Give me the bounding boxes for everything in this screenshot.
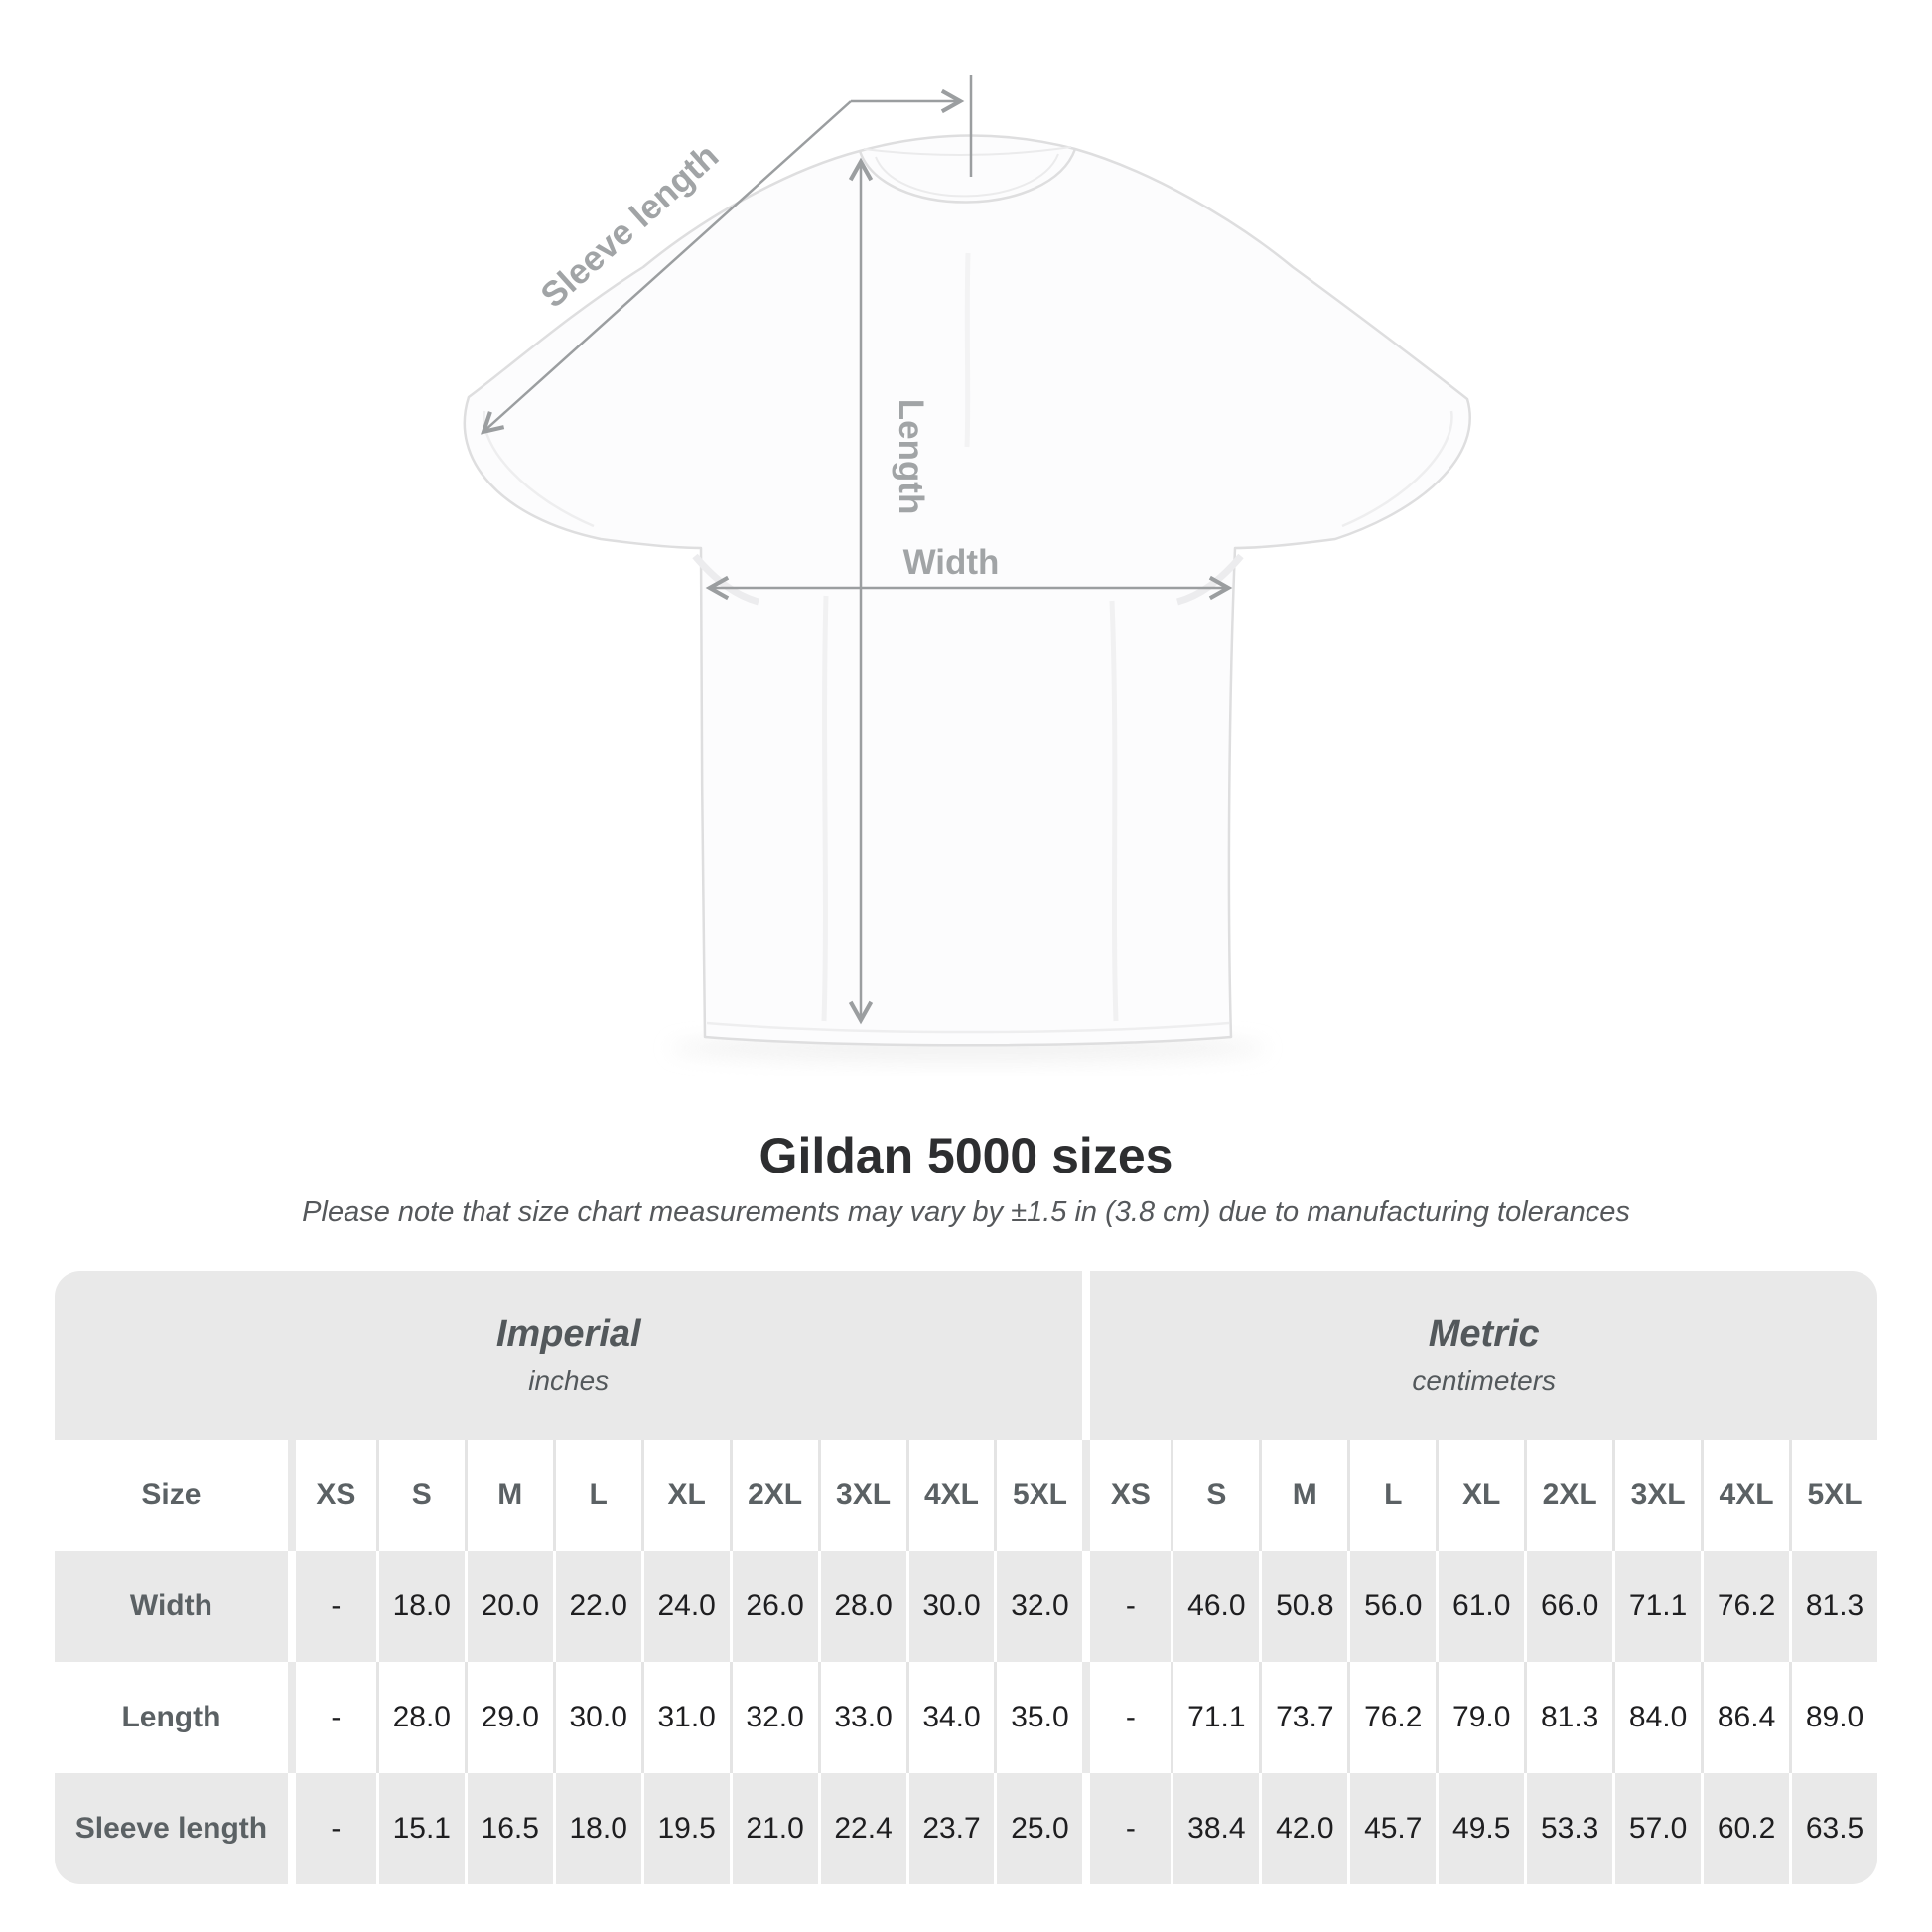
value-cell-metric: 84.0 <box>1612 1662 1702 1773</box>
value-cell-metric: - <box>1082 1773 1172 1884</box>
value-cell-metric: 45.7 <box>1347 1773 1437 1884</box>
value-cell-metric: 76.2 <box>1347 1662 1437 1773</box>
tshirt-measurement-figure: Sleeve length Length Width <box>463 75 1471 1062</box>
unit-band-metric: Metric centimeters <box>1082 1271 1877 1440</box>
size-header-imperial-l: L <box>552 1440 641 1551</box>
value-cell-metric: - <box>1082 1551 1172 1662</box>
value-cell-imperial: 31.0 <box>640 1662 730 1773</box>
size-header-imperial-xs: XS <box>287 1440 376 1551</box>
value-cell-imperial: - <box>287 1551 376 1662</box>
collar-back-seam <box>863 146 1072 157</box>
value-cell-metric: 57.0 <box>1612 1773 1702 1884</box>
value-cell-imperial: 35.0 <box>994 1662 1083 1773</box>
value-cell-imperial: 18.0 <box>375 1551 465 1662</box>
unit-band-imperial: Imperial inches <box>55 1271 1083 1440</box>
unit-group-units: inches <box>528 1365 610 1396</box>
value-cell-imperial: 24.0 <box>640 1551 730 1662</box>
bottom-hem-stitch <box>706 1021 1230 1034</box>
value-cell-metric: 81.3 <box>1789 1551 1877 1662</box>
size-header-metric-5xl: 5XL <box>1789 1440 1877 1551</box>
value-cell-imperial: 18.0 <box>552 1773 641 1884</box>
tolerance-note: Please note that size chart measurements… <box>302 1196 1630 1228</box>
value-cell-imperial: 28.0 <box>375 1662 465 1773</box>
size-header-metric-xs: XS <box>1082 1440 1172 1551</box>
page-title: Gildan 5000 sizes <box>759 1128 1173 1183</box>
value-cell-metric: 56.0 <box>1347 1551 1437 1662</box>
size-header-metric-m: M <box>1259 1440 1348 1551</box>
value-cell-metric: 63.5 <box>1789 1773 1877 1884</box>
size-header-metric-xl: XL <box>1436 1440 1525 1551</box>
tshirt-diagram: Sleeve length Length Width <box>463 75 1471 1062</box>
value-cell-metric: 50.8 <box>1259 1551 1348 1662</box>
unit-group-name: Metric <box>1428 1313 1540 1355</box>
size-table: Imperial inches Metric centimeters Size XS S M L… <box>55 1271 1877 1884</box>
value-cell-metric: 71.1 <box>1612 1551 1702 1662</box>
value-cell-imperial: 33.0 <box>817 1662 906 1773</box>
value-cell-metric: 81.3 <box>1524 1662 1613 1773</box>
size-table-container: Imperial inches Metric centimeters Size XS S M L… <box>55 1271 1877 1884</box>
fabric-fold <box>821 595 829 1022</box>
sleeve-length-diagonal-line <box>481 100 852 435</box>
size-header-imperial-5xl: 5XL <box>994 1440 1083 1551</box>
row-label: Width <box>55 1551 288 1662</box>
value-cell-imperial: 29.0 <box>464 1662 553 1773</box>
fabric-fold <box>1109 600 1119 1022</box>
value-cell-imperial: 26.0 <box>729 1551 818 1662</box>
size-header-imperial-3xl: 3XL <box>817 1440 906 1551</box>
value-cell-imperial: 32.0 <box>729 1662 818 1773</box>
unit-group-name: Imperial <box>495 1313 641 1355</box>
value-cell-metric: 89.0 <box>1789 1662 1877 1773</box>
collar-neckline <box>858 148 1077 204</box>
value-cell-imperial: 19.5 <box>640 1773 730 1884</box>
width-label: Width <box>903 543 1000 582</box>
value-cell-metric: 42.0 <box>1259 1773 1348 1884</box>
value-cell-imperial: 20.0 <box>464 1551 553 1662</box>
value-cell-imperial: 16.5 <box>464 1773 553 1884</box>
value-cell-metric: - <box>1082 1662 1172 1773</box>
value-cell-metric: 38.4 <box>1171 1773 1260 1884</box>
value-cell-imperial: 22.4 <box>817 1773 906 1884</box>
size-header-imperial-2xl: 2XL <box>729 1440 818 1551</box>
size-header-metric-2xl: 2XL <box>1524 1440 1613 1551</box>
size-header-imperial-s: S <box>375 1440 465 1551</box>
value-cell-metric: 53.3 <box>1524 1773 1613 1884</box>
value-cell-imperial: 15.1 <box>375 1773 465 1884</box>
value-cell-imperial: 22.0 <box>552 1551 641 1662</box>
collar-rib-stitch <box>875 153 1059 198</box>
value-cell-metric: 46.0 <box>1171 1551 1260 1662</box>
size-header-metric-3xl: 3XL <box>1612 1440 1702 1551</box>
value-cell-imperial: 25.0 <box>994 1773 1083 1884</box>
value-cell-metric: 60.2 <box>1701 1773 1790 1884</box>
value-cell-imperial: 34.0 <box>905 1662 995 1773</box>
size-header-metric-4xl: 4XL <box>1701 1440 1790 1551</box>
value-cell-metric: 86.4 <box>1701 1662 1790 1773</box>
value-cell-metric: 76.2 <box>1701 1551 1790 1662</box>
value-cell-metric: 79.0 <box>1436 1662 1525 1773</box>
value-cell-metric: 49.5 <box>1436 1773 1525 1884</box>
right-sleeve-hem <box>1341 410 1453 528</box>
value-cell-metric: 71.1 <box>1171 1662 1260 1773</box>
size-header-imperial-m: M <box>464 1440 553 1551</box>
value-cell-imperial: - <box>287 1662 376 1773</box>
value-cell-imperial: 23.7 <box>905 1773 995 1884</box>
length-label: Length <box>892 399 930 515</box>
value-cell-imperial: 30.0 <box>905 1551 995 1662</box>
size-header-metric-s: S <box>1171 1440 1260 1551</box>
fabric-fold <box>964 252 971 448</box>
value-cell-imperial: 32.0 <box>994 1551 1083 1662</box>
value-cell-metric: 66.0 <box>1524 1551 1613 1662</box>
value-cell-imperial: - <box>287 1773 376 1884</box>
value-cell-imperial: 28.0 <box>817 1551 906 1662</box>
value-cell-metric: 73.7 <box>1259 1662 1348 1773</box>
size-header-imperial-xl: XL <box>640 1440 730 1551</box>
size-column-header: Size <box>55 1440 288 1551</box>
row-label: Length <box>55 1662 288 1773</box>
value-cell-imperial: 21.0 <box>729 1773 818 1884</box>
value-cell-imperial: 30.0 <box>552 1662 641 1773</box>
size-header-imperial-4xl: 4XL <box>905 1440 995 1551</box>
row-label: Sleeve length <box>55 1773 288 1884</box>
value-cell-metric: 61.0 <box>1436 1551 1525 1662</box>
unit-group-units: centimeters <box>1412 1365 1557 1396</box>
size-header-metric-l: L <box>1347 1440 1437 1551</box>
